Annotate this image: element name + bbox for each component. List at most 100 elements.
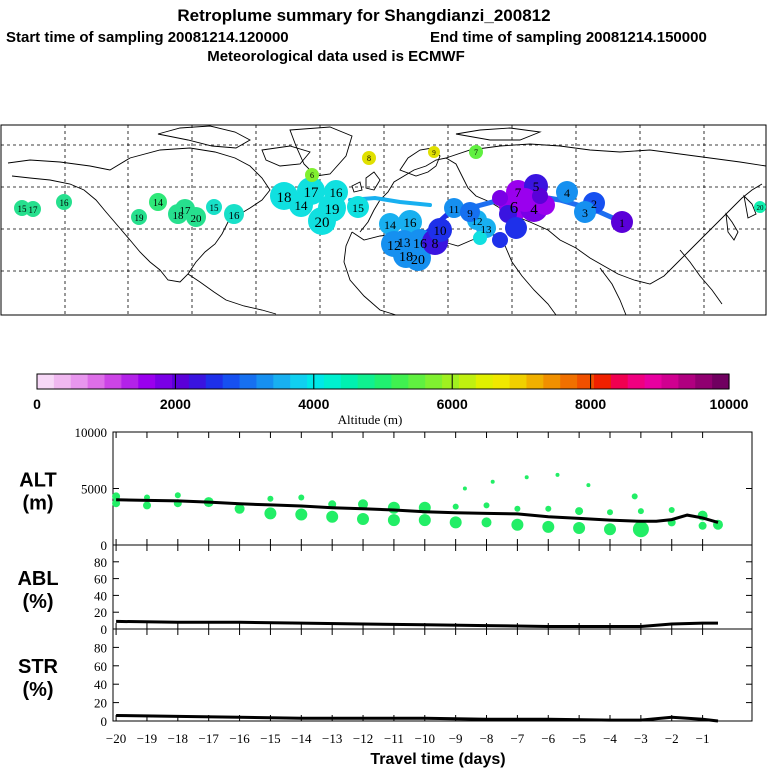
plume-marker — [56, 194, 72, 210]
plume-day-label: 16 — [413, 237, 427, 252]
x-tick-label: −6 — [541, 731, 555, 746]
plume-day-label: 15 — [18, 204, 28, 214]
alt-point — [490, 479, 495, 484]
plume-day-label: 16 — [404, 215, 418, 230]
start-time-label: Start time of sampling 20081214.120000 — [6, 29, 289, 46]
colorbar-cell — [121, 374, 139, 389]
plume-day-label: 14 — [153, 198, 163, 209]
alt-median-line — [116, 498, 719, 524]
y-tick-label: 40 — [94, 588, 107, 603]
colorbar-tick-label: 4000 — [298, 396, 329, 412]
plume-day-label: 17 — [29, 205, 39, 215]
x-tick-label: −5 — [572, 731, 586, 746]
alt-point — [545, 505, 552, 512]
plume-day-label: 8 — [432, 237, 439, 252]
panel-ylabel: ABL — [17, 568, 58, 590]
x-tick-label: −19 — [137, 731, 157, 746]
colorbar-cell — [712, 374, 730, 389]
plume-marker — [379, 213, 401, 235]
y-tick-label: 0 — [101, 714, 108, 729]
plume-day-label: 18 — [173, 210, 185, 222]
alt-point — [295, 508, 308, 521]
y-tick-label: 10000 — [75, 425, 108, 440]
y-tick-label: 40 — [94, 677, 107, 692]
y-tick-label: 80 — [94, 555, 107, 570]
colorbar-cell — [155, 374, 173, 389]
alt-point — [631, 493, 638, 500]
y-tick-label: 60 — [94, 659, 107, 674]
x-tick-label: −1 — [696, 731, 710, 746]
colorbar-cell — [509, 374, 528, 389]
alt-point — [632, 521, 649, 538]
plume-day-label: 6 — [310, 171, 314, 180]
alt-point — [481, 517, 492, 528]
plume-day-label: 9 — [467, 208, 473, 220]
plume-marker — [532, 188, 548, 204]
panel-ylabel-unit: (m) — [22, 493, 53, 515]
altitude-colorbar: 0 2000 4000 6000 8000 10000 — [33, 373, 749, 412]
x-tick-label: −2 — [665, 731, 679, 746]
alt-point — [514, 505, 521, 512]
x-tick-label: −11 — [384, 731, 404, 746]
y-tick-label: 0 — [101, 538, 108, 553]
panel-frame — [112, 544, 753, 630]
colorbar-cell — [273, 374, 291, 389]
colorbar-cell — [104, 374, 122, 389]
panel-alt: 0 5000 10000 ALT(m) — [19, 425, 753, 553]
plume-marker — [305, 168, 319, 182]
colorbar-tick-label: 0 — [33, 396, 41, 412]
plume-day-label: 2 — [591, 197, 597, 211]
plume-day-label: 15 — [352, 201, 364, 215]
colorbar-tick-label: 8000 — [575, 396, 606, 412]
alt-point — [357, 513, 369, 525]
colorbar-cell — [188, 374, 207, 389]
y-tick-label: 20 — [94, 696, 107, 711]
y-tick-label: 0 — [101, 622, 108, 637]
colorbar-cell — [475, 374, 494, 389]
x-tick-label: −3 — [634, 731, 648, 746]
alt-point — [264, 507, 277, 520]
alt-point — [174, 492, 181, 499]
colorbar-cell — [323, 374, 342, 389]
panel-ylabel-unit: (%) — [22, 591, 53, 613]
plume-marker — [513, 188, 537, 212]
plume-day-label: 12 — [472, 216, 483, 228]
plume-day-label: 1 — [619, 216, 625, 230]
y-tick-label: 5000 — [81, 482, 107, 497]
x-tick-label: −7 — [510, 731, 524, 746]
plume-marker — [556, 181, 578, 203]
alt-point — [668, 507, 675, 513]
timeseries-panels: 0500010000ALT(m)020406080ABL(%)020406080… — [17, 425, 753, 746]
colorbar-cell — [610, 374, 629, 389]
panel-ylabel: STR — [18, 656, 59, 678]
coastlines — [7, 125, 767, 316]
plume-day-label: 5 — [533, 179, 540, 194]
alt-point — [555, 472, 560, 477]
colorbar-cell — [492, 374, 511, 389]
plume-marker — [25, 201, 41, 217]
alt-point — [143, 501, 151, 510]
alt-point — [267, 495, 274, 502]
plume-day-label: 14 — [295, 198, 309, 213]
alt-point — [524, 475, 529, 480]
colorbar-cell — [644, 374, 663, 389]
plume-marker — [206, 199, 222, 215]
colorbar-cell — [87, 374, 106, 389]
plume-day-label: 20 — [315, 215, 330, 231]
plume-marker — [362, 151, 376, 165]
colorbar-cell — [172, 374, 190, 389]
figure-title: Retroplume summary for Shangdianzi_20081… — [177, 6, 550, 25]
x-tick-label: −13 — [322, 731, 342, 746]
y-tick-label: 20 — [94, 605, 107, 620]
plume-marker — [469, 145, 483, 159]
x-tick-label: −14 — [291, 731, 312, 746]
plume-day-label: 20 — [191, 213, 203, 225]
plume-marker — [149, 193, 167, 211]
colorbar-cell — [408, 374, 426, 389]
colorbar-cell — [695, 374, 713, 389]
plume-day-label: 19 — [135, 213, 145, 223]
plume-day-label: 10 — [434, 223, 447, 238]
